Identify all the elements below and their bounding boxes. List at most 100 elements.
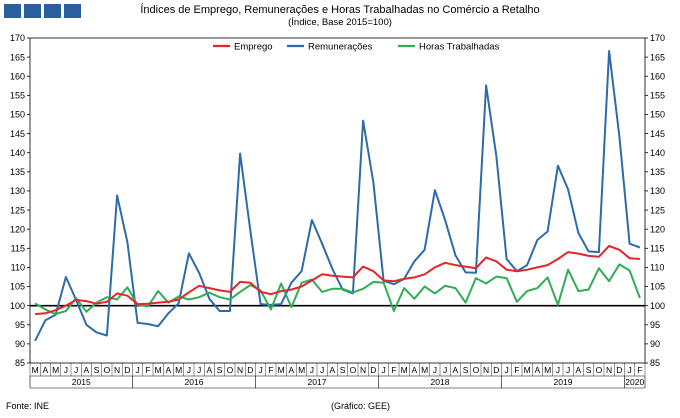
x-tick-label: J (64, 365, 68, 375)
y-tick-label-right: 90 (650, 339, 660, 349)
y-tick-label-left: 150 (10, 110, 25, 120)
x-tick-label: D (493, 365, 499, 375)
legend-label: Emprego (234, 42, 273, 53)
x-tick-label: S (586, 365, 592, 375)
y-tick-label-right: 150 (650, 110, 665, 120)
y-tick-label-right: 130 (650, 186, 665, 196)
legend-label: Horas Trabalhadas (419, 42, 500, 53)
x-tick-label: A (453, 365, 459, 375)
x-tick-label: F (637, 365, 642, 375)
x-tick-label: M (401, 365, 408, 375)
x-tick-label: M (175, 365, 182, 375)
x-tick-label: M (298, 365, 305, 375)
y-tick-label-right: 165 (650, 52, 665, 62)
x-tick-label: J (74, 365, 78, 375)
y-tick-label-right: 155 (650, 91, 665, 101)
x-tick-label: A (576, 365, 582, 375)
x-year-label: 2015 (72, 377, 91, 387)
x-tick-label: M (155, 365, 162, 375)
x-year-label: 2017 (308, 377, 327, 387)
ine-logo (4, 4, 81, 18)
y-tick-label-left: 120 (10, 224, 25, 234)
x-tick-label: N (606, 365, 612, 375)
x-tick-label: A (330, 365, 336, 375)
x-tick-label: A (43, 365, 49, 375)
source-note: Fonte: INE (6, 401, 50, 411)
x-tick-label: M (421, 365, 428, 375)
y-tick-label-left: 105 (10, 282, 25, 292)
x-tick-label: O (473, 365, 480, 375)
y-tick-label-left: 170 (10, 33, 25, 43)
x-tick-label: J (320, 365, 324, 375)
y-tick-label-left: 145 (10, 129, 25, 139)
y-tick-label-right: 125 (650, 205, 665, 215)
y-tick-label-left: 95 (15, 320, 25, 330)
y-tick-label-left: 90 (15, 339, 25, 349)
y-tick-label-left: 135 (10, 167, 25, 177)
x-tick-label: S (94, 365, 100, 375)
chart-title: Índices de Emprego, Remunerações e Horas… (140, 4, 540, 16)
x-tick-label: A (207, 365, 213, 375)
x-tick-label: F (514, 365, 519, 375)
x-tick-label: A (412, 365, 418, 375)
chart-subtitle: (Índice, Base 2015=100) (288, 17, 392, 28)
y-tick-label-left: 140 (10, 148, 25, 158)
x-tick-label: A (84, 365, 90, 375)
x-tick-label: O (104, 365, 111, 375)
x-tick-label: J (310, 365, 314, 375)
x-tick-label: F (145, 365, 150, 375)
legend-label: Remunerações (308, 42, 373, 53)
y-tick-label-left: 165 (10, 52, 25, 62)
y-tick-label-left: 110 (11, 263, 25, 273)
x-tick-label: M (32, 365, 39, 375)
y-tick-label-left: 155 (10, 91, 25, 101)
x-year-label: 2019 (554, 377, 573, 387)
y-tick-label-right: 120 (650, 224, 665, 234)
x-tick-label: O (350, 365, 357, 375)
y-tick-label-right: 100 (650, 301, 665, 311)
y-tick-label-left: 115 (11, 243, 25, 253)
x-tick-label: J (197, 365, 201, 375)
x-tick-label: O (596, 365, 603, 375)
x-tick-label: N (483, 365, 489, 375)
credit-note: (Gráfico: GEE) (331, 401, 391, 411)
x-year-label: 2018 (431, 377, 450, 387)
x-year-label: 2016 (185, 377, 204, 387)
x-tick-label: M (524, 365, 531, 375)
y-tick-label-left: 85 (15, 358, 25, 368)
x-tick-label: D (370, 365, 376, 375)
x-tick-label: J (259, 365, 263, 375)
x-tick-label: F (391, 365, 396, 375)
x-tick-label: D (247, 365, 253, 375)
series-line-remunera-es (34, 50, 641, 342)
y-tick-label-right: 95 (650, 320, 660, 330)
x-tick-label: J (433, 365, 437, 375)
x-tick-label: S (217, 365, 223, 375)
x-tick-label: J (566, 365, 570, 375)
x-tick-label: A (166, 365, 172, 375)
y-tick-label-right: 105 (650, 282, 665, 292)
x-tick-label: D (616, 365, 622, 375)
x-tick-label: F (268, 365, 273, 375)
x-tick-label: J (628, 365, 632, 375)
x-tick-label: J (556, 365, 560, 375)
x-tick-label: S (340, 365, 346, 375)
x-tick-label: J (382, 365, 386, 375)
y-tick-label-right: 140 (650, 148, 665, 158)
y-tick-label-left: 130 (10, 186, 25, 196)
y-tick-label-left: 100 (10, 301, 25, 311)
logo-block (44, 4, 61, 18)
logo-block (64, 4, 81, 18)
x-tick-label: O (227, 365, 234, 375)
x-tick-label: D (124, 365, 130, 375)
x-tick-label: M (544, 365, 551, 375)
x-tick-label: A (289, 365, 295, 375)
y-tick-label-right: 115 (650, 243, 664, 253)
x-tick-label: N (360, 365, 366, 375)
series-line-horas-trabalhadas (34, 263, 641, 316)
y-tick-label-right: 145 (650, 129, 665, 139)
series-line-emprego (35, 245, 640, 316)
y-tick-label-right: 135 (650, 167, 665, 177)
x-tick-label: M (52, 365, 59, 375)
